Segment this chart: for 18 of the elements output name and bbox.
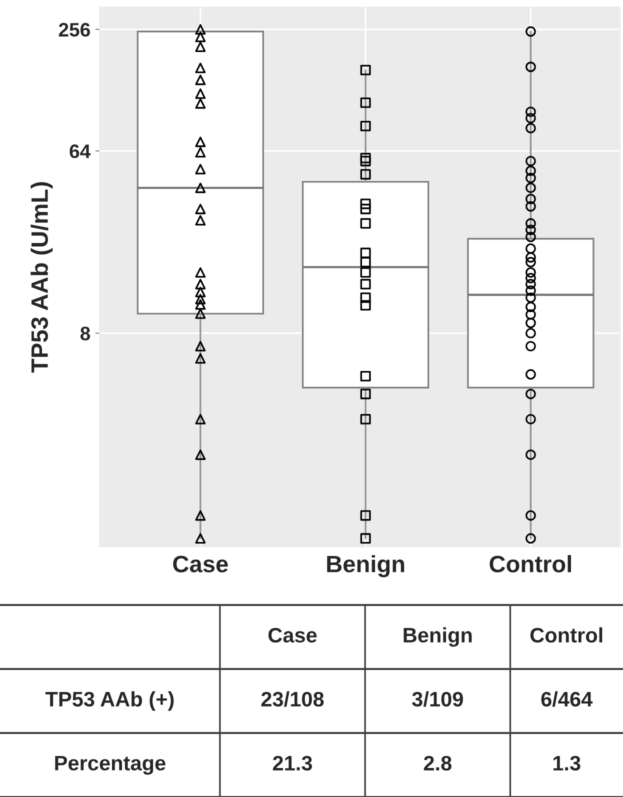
text: 2.8 xyxy=(424,756,452,771)
text: 21.3 xyxy=(272,756,312,771)
x-tick-label: Benign xyxy=(327,555,404,578)
text: TP53 AAb (+) xyxy=(45,691,174,711)
text: 6/464 xyxy=(541,691,593,707)
text: 3/109 xyxy=(412,691,463,707)
text: Benign xyxy=(404,627,472,647)
x-tick-label: Control xyxy=(490,555,571,572)
text: Control xyxy=(530,627,602,643)
y-axis-title: TP53 AAb (U/mL) xyxy=(30,182,53,373)
text: Case xyxy=(268,628,317,643)
y-tick-label: 256 xyxy=(58,22,90,37)
text: 23/108 xyxy=(261,691,324,707)
text: 1.3 xyxy=(553,756,580,771)
y-tick-label: 8 xyxy=(80,326,90,340)
x-tick-label: Case xyxy=(173,556,228,572)
y-tick-label: 64 xyxy=(70,144,91,158)
text: Percentage xyxy=(55,756,166,775)
